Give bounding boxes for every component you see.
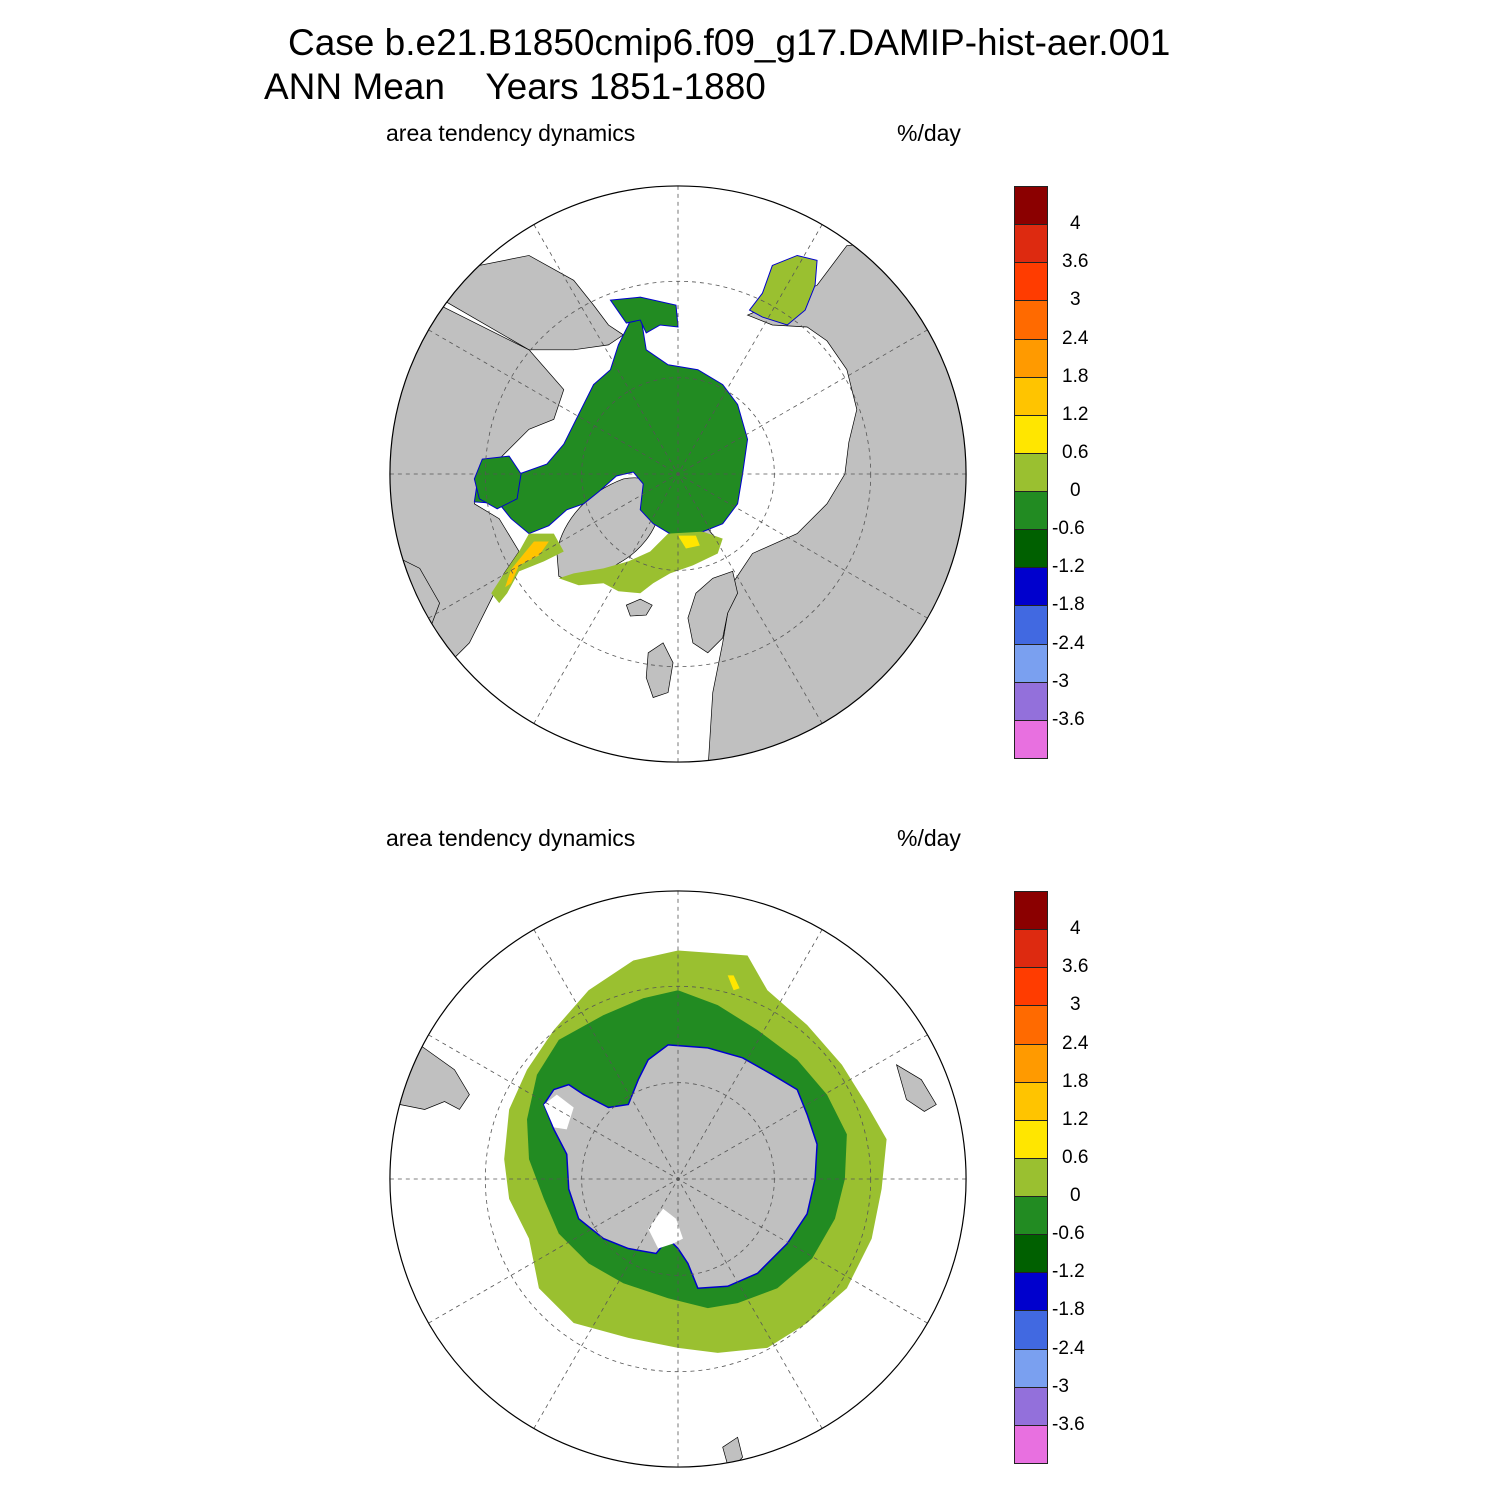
north-colorbar-swatch <box>1014 186 1048 226</box>
north-land-eurasia <box>707 235 967 763</box>
south-colorbar-tick-label: 0 <box>1070 1185 1081 1207</box>
south-colorbar-tick-label: 2.4 <box>1062 1032 1089 1054</box>
north-colorbar-swatch <box>1014 376 1048 416</box>
north-colorbar-swatch <box>1014 224 1048 264</box>
north-colorbar-tick-label: 3.6 <box>1062 251 1089 273</box>
north-colorbar-swatch <box>1014 719 1048 759</box>
south-map-border <box>389 890 967 1468</box>
north-colorbar-swatch <box>1014 605 1048 645</box>
south-colorbar-tick-label: 1.8 <box>1062 1070 1089 1092</box>
north-ice-edge-labrador <box>491 533 564 604</box>
south-ice-edge-positive-spot <box>727 975 740 991</box>
north-ice-edge-greenland-sea-positive <box>678 535 700 549</box>
south-land-africa-tip <box>895 1064 937 1112</box>
south-colorbar-swatch <box>1014 1043 1048 1083</box>
north-land-britain <box>645 642 674 698</box>
north-panel-units-label: %/day <box>897 120 961 146</box>
north-colorbar-tick-label: -0.6 <box>1052 518 1085 540</box>
north-colorbar-tick-label: 4 <box>1070 213 1081 235</box>
south-colorbar: 4 3.6 3 2.4 1.8 1.2 0.6 0 -0.6 -1.2 -1.8 -2.4 -3 -3.6 <box>1012 891 1122 1464</box>
south-colorbar-swatch <box>1014 1157 1048 1198</box>
north-colorbar-tick-label: 2.4 <box>1062 327 1089 349</box>
south-colorbar-tick-label: 4 <box>1070 918 1081 940</box>
north-ice-field-okhotsk <box>748 254 818 326</box>
north-colorbar-swatch <box>1014 414 1048 454</box>
south-colorbar-swatch <box>1014 1348 1048 1388</box>
south-colorbar-swatch <box>1014 1081 1048 1121</box>
south-colorbar-swatch <box>1014 1196 1048 1236</box>
north-colorbar-swatch <box>1014 338 1048 378</box>
south-colorbar-tick-label: -0.6 <box>1052 1223 1085 1245</box>
north-colorbar-swatch <box>1014 681 1048 721</box>
north-colorbar-tick-label: -3 <box>1052 670 1069 692</box>
south-colorbar-swatch <box>1014 1310 1048 1350</box>
south-graticule <box>389 890 967 1468</box>
south-colorbar-swatch <box>1014 1005 1048 1045</box>
south-colorbar-swatch <box>1014 1234 1048 1274</box>
north-colorbar-tick-label: 1.2 <box>1062 403 1089 425</box>
north-colorbar-swatch <box>1014 567 1048 607</box>
south-colorbar-tick-label: 1.2 <box>1062 1108 1089 1130</box>
north-colorbar-swatch <box>1014 262 1048 302</box>
north-ice-field-hudson <box>473 455 522 510</box>
north-panel-variable-label: area tendency dynamics <box>386 120 636 146</box>
north-land-scandinavia <box>687 570 738 654</box>
south-colorbar-tick-label: 3.6 <box>1062 956 1089 978</box>
north-colorbar-tick-label: -1.2 <box>1052 556 1085 578</box>
south-colorbar-tick-label: -3.6 <box>1052 1413 1085 1435</box>
north-colorbar: 4 3.6 3 2.4 1.8 1.2 0.6 0 -0.6 -1.2 -1.8 -2.4 -3 -3.6 <box>1012 186 1122 759</box>
north-colorbar-swatch <box>1014 643 1048 683</box>
north-colorbar-tick-label: 1.8 <box>1062 365 1089 387</box>
north-colorbar-tick-label: -3.6 <box>1052 708 1085 730</box>
north-colorbar-tick-label: 0 <box>1070 480 1081 502</box>
north-land-iceland <box>625 598 653 617</box>
north-colorbar-tick-label: 3 <box>1070 289 1081 311</box>
south-colorbar-tick-label: -2.4 <box>1052 1337 1085 1359</box>
south-polar-map <box>389 890 967 1468</box>
north-ice-edge-greenland-sea <box>558 531 723 594</box>
south-colorbar-swatch <box>1014 1386 1048 1426</box>
north-colorbar-tick-label: -1.8 <box>1052 594 1085 616</box>
north-colorbar-tick-label: -2.4 <box>1052 632 1085 654</box>
north-land-alaska <box>433 255 624 351</box>
figure-title-line1: Case b.e21.B1850cmip6.f09_g17.DAMIP-hist… <box>288 22 1171 63</box>
south-panel-units-label: %/day <box>897 825 961 851</box>
north-polar-map <box>389 185 967 763</box>
north-colorbar-swatch <box>1014 491 1048 531</box>
south-ice-shelf-peninsula <box>543 1094 574 1130</box>
south-colorbar-swatch <box>1014 967 1048 1007</box>
north-ice-field-arctic <box>473 298 749 537</box>
south-colorbar-swatch <box>1014 1272 1048 1312</box>
north-colorbar-swatch <box>1014 300 1048 340</box>
north-ice-field-bering <box>609 296 679 334</box>
north-graticule <box>389 185 967 763</box>
figure-title-line2: ANN Mean Years 1851-1880 <box>264 66 766 107</box>
north-colorbar-swatch <box>1014 452 1048 493</box>
north-ice-edge-labrador-positive <box>505 541 549 588</box>
south-panel-variable-label: area tendency dynamics <box>386 825 636 851</box>
south-colorbar-tick-label: 3 <box>1070 994 1081 1016</box>
north-colorbar-tick-label: 0.6 <box>1062 441 1089 463</box>
north-map-border <box>389 185 967 763</box>
south-colorbar-tick-label: -1.2 <box>1052 1261 1085 1283</box>
north-colorbar-swatch <box>1014 529 1048 569</box>
south-colorbar-tick-label: -1.8 <box>1052 1299 1085 1321</box>
south-ice-shelf-weddell <box>648 1208 683 1249</box>
south-colorbar-swatch <box>1014 1119 1048 1159</box>
south-colorbar-swatch <box>1014 891 1048 931</box>
south-colorbar-swatch <box>1014 1424 1048 1464</box>
south-colorbar-tick-label: -3 <box>1052 1375 1069 1397</box>
south-colorbar-swatch <box>1014 929 1048 969</box>
south-colorbar-tick-label: 0.6 <box>1062 1146 1089 1168</box>
